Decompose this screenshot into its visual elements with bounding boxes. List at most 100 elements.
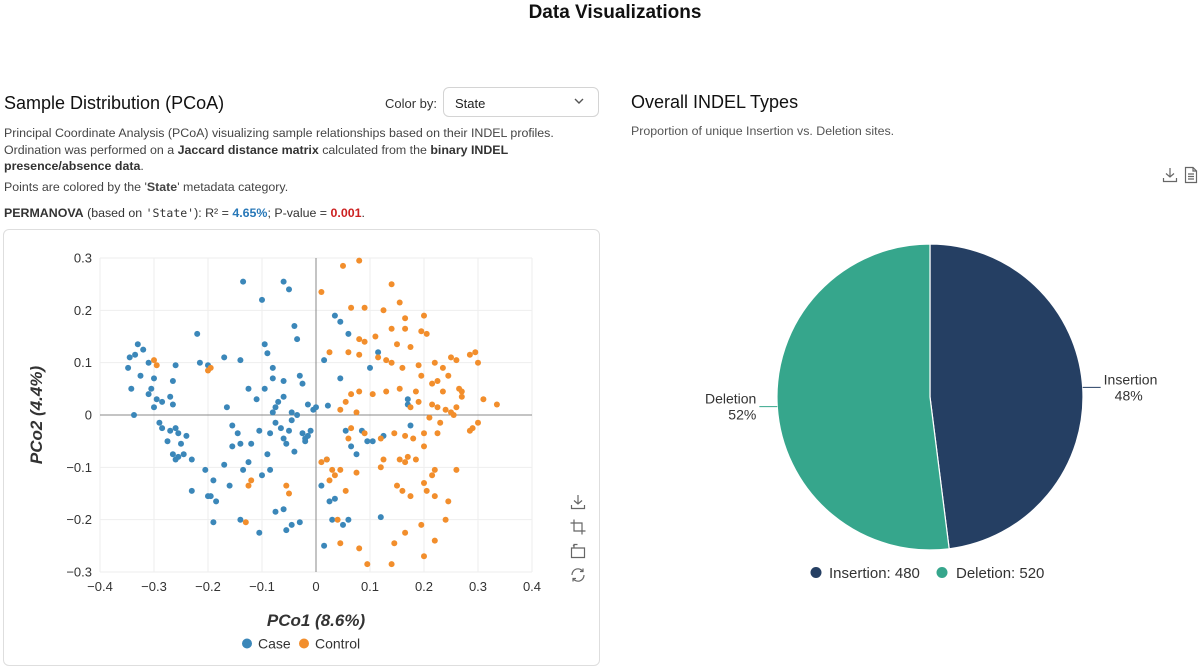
case-point <box>302 438 309 445</box>
case-point <box>151 375 157 382</box>
control-point <box>415 362 422 369</box>
control-point <box>394 482 400 489</box>
case-point <box>280 378 287 384</box>
case-point <box>131 412 137 418</box>
case-point <box>229 443 236 450</box>
restore-icon[interactable] <box>569 566 587 584</box>
control-point <box>318 459 325 466</box>
control-point <box>450 412 457 418</box>
case-point <box>172 425 179 432</box>
control-point <box>402 459 409 466</box>
control-point <box>407 404 414 411</box>
case-point <box>172 362 179 369</box>
control-point <box>388 281 395 288</box>
case-point <box>253 396 260 403</box>
zoom-reset-icon[interactable] <box>569 542 587 560</box>
case-point <box>237 516 244 523</box>
control-point <box>493 401 500 408</box>
case-point <box>169 378 176 384</box>
control-point <box>480 396 487 403</box>
control-point <box>326 349 333 356</box>
control-point <box>345 435 352 442</box>
case-point <box>259 472 265 479</box>
control-point <box>342 398 349 405</box>
control-point <box>337 540 344 547</box>
download-icon[interactable] <box>569 493 587 511</box>
control-point <box>356 351 363 358</box>
case-point <box>134 341 141 348</box>
pcoa-section-title: Sample Distribution (PCoA) <box>4 93 225 113</box>
case-point <box>261 341 268 348</box>
case-point <box>280 506 287 513</box>
case-point <box>318 482 325 489</box>
case-point <box>345 516 352 523</box>
case-point <box>269 364 276 371</box>
control-point <box>348 425 355 432</box>
control-point <box>334 516 341 523</box>
case-point <box>164 438 171 445</box>
control-point <box>391 540 398 547</box>
control-point <box>453 357 460 364</box>
control-point <box>445 498 452 505</box>
data-view-icon[interactable] <box>1183 166 1199 184</box>
case-point <box>267 430 274 437</box>
control-point <box>348 391 355 398</box>
control-point <box>412 456 419 463</box>
zoom-area-icon[interactable] <box>569 518 587 536</box>
control-point <box>431 493 438 500</box>
control-point <box>475 419 481 426</box>
control-point <box>418 521 425 528</box>
control-point <box>391 430 398 437</box>
case-point <box>280 393 287 400</box>
case-point <box>277 425 284 432</box>
case-point <box>210 477 217 484</box>
control-point <box>153 362 160 369</box>
case-point <box>229 422 236 429</box>
permanova-result: PERMANOVA (based on 'State'): R² = 4.65%… <box>4 206 365 220</box>
case-point <box>321 357 328 364</box>
control-point <box>388 359 395 366</box>
control-point <box>421 443 427 450</box>
case-point <box>151 404 157 411</box>
control-point <box>348 304 355 311</box>
control-point <box>437 419 444 426</box>
case-point <box>221 461 228 468</box>
control-point <box>475 359 481 366</box>
control-point <box>345 349 352 356</box>
case-point <box>156 419 163 426</box>
case-point <box>288 409 295 416</box>
control-point <box>283 482 290 489</box>
case-point <box>294 412 301 418</box>
control-point <box>396 299 403 306</box>
pcoa-description: Principal Coordinate Analysis (PCoA) vis… <box>4 126 554 173</box>
case-point <box>288 521 295 528</box>
insertion-label: Insertion <box>1104 371 1158 387</box>
pcoa-scatter-plot[interactable]: −0.4 −0.3 −0.2 −0.1 0 0.1 0.2 0.3 0.40.30.20.10−… <box>0 229 600 666</box>
case-point <box>140 346 147 353</box>
control-point <box>423 330 430 337</box>
case-point <box>313 404 319 411</box>
case-point <box>167 427 174 434</box>
case-point <box>126 354 133 361</box>
control-point <box>421 553 427 560</box>
insertion-slice <box>929 243 1084 550</box>
legend-deletion-marker <box>936 567 948 578</box>
case-point <box>331 495 338 502</box>
y-tick-label: 0.2 <box>74 303 92 318</box>
color-by-select[interactable]: State <box>443 87 599 117</box>
control-point <box>402 529 409 536</box>
case-point <box>240 278 247 285</box>
case-point <box>337 318 344 325</box>
download-icon[interactable] <box>1161 166 1179 184</box>
case-point <box>296 372 303 379</box>
case-point <box>175 453 182 460</box>
case-point <box>348 443 355 450</box>
case-point <box>272 508 279 515</box>
control-point <box>402 315 409 322</box>
case-point <box>148 385 155 392</box>
control-point <box>377 435 384 442</box>
control-point <box>342 487 349 494</box>
legend-control-marker <box>299 638 309 649</box>
case-point <box>245 385 252 392</box>
